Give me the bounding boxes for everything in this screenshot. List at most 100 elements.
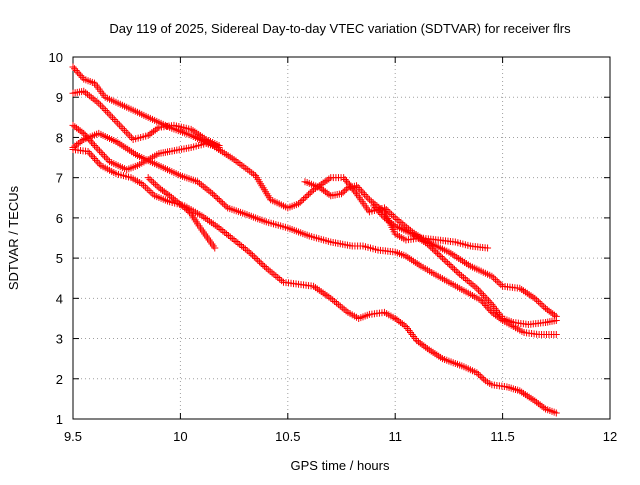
data-point <box>362 192 370 200</box>
data-point <box>84 148 92 156</box>
data-point <box>533 296 541 304</box>
data-point <box>155 184 163 192</box>
data-point <box>77 72 85 80</box>
data-point <box>146 175 154 183</box>
data-point <box>219 227 227 235</box>
data-point <box>361 191 369 199</box>
data-point <box>391 214 399 222</box>
data-point <box>78 137 86 145</box>
data-point <box>395 217 403 225</box>
data-point <box>230 236 238 244</box>
data-point <box>338 190 345 198</box>
data-point <box>379 212 387 220</box>
data-point <box>278 277 286 285</box>
data-point <box>71 123 79 131</box>
data-point <box>162 189 170 197</box>
data-point <box>486 307 494 315</box>
data-point <box>95 160 103 168</box>
data-point <box>425 242 433 250</box>
data-point <box>220 201 228 209</box>
data-point <box>533 398 541 406</box>
data-point <box>298 197 306 205</box>
data-point <box>86 149 94 157</box>
data-point <box>92 143 100 151</box>
data-point <box>143 185 151 193</box>
data-point <box>386 218 394 226</box>
data-point <box>262 264 270 272</box>
data-point <box>239 244 247 252</box>
data-point <box>497 281 505 289</box>
data-point <box>150 127 158 135</box>
data-point <box>241 245 249 253</box>
data-point <box>71 142 79 150</box>
data-point <box>245 248 253 256</box>
data-point <box>478 290 486 298</box>
data-point <box>212 193 220 201</box>
data-point <box>264 266 272 274</box>
data-point <box>95 99 103 107</box>
data-point <box>389 212 397 220</box>
series-track-g <box>301 178 492 252</box>
data-point <box>69 63 77 71</box>
data-point <box>182 205 190 213</box>
data-point <box>540 404 548 412</box>
data-point <box>215 144 223 151</box>
data-point <box>209 190 217 198</box>
y-axis-label: SDTVAR / TECUs <box>6 185 21 290</box>
chart-title: Day 119 of 2025, Sidereal Day-to-day VTE… <box>109 21 571 36</box>
data-point <box>296 198 304 206</box>
data-point <box>301 194 309 202</box>
data-point <box>547 308 555 316</box>
data-point <box>397 219 405 227</box>
y-tick-label: 1 <box>56 412 63 427</box>
data-point <box>141 183 149 191</box>
data-point <box>433 249 441 257</box>
x-tick-label: 9.5 <box>64 429 82 444</box>
data-point <box>474 286 482 294</box>
data-point <box>491 276 499 284</box>
data-point <box>374 207 382 215</box>
data-point <box>107 112 115 120</box>
data-point <box>94 158 102 166</box>
data-point <box>102 106 110 114</box>
data-point <box>89 153 97 161</box>
data-point <box>476 288 484 296</box>
data-point <box>207 188 215 196</box>
x-tick-label: 10.5 <box>275 429 300 444</box>
data-point <box>342 185 350 193</box>
data-point <box>110 116 118 124</box>
data-point <box>184 207 192 215</box>
data-point <box>480 375 488 383</box>
data-point <box>422 343 430 351</box>
data-point <box>270 270 278 278</box>
data-point <box>483 303 491 311</box>
data-point <box>74 139 82 147</box>
data-point <box>80 129 88 137</box>
data-point <box>316 184 324 192</box>
data-point <box>236 241 244 249</box>
data-point <box>71 65 79 73</box>
data-point <box>450 265 458 273</box>
data-point <box>469 281 477 289</box>
data-point <box>254 256 262 264</box>
data-point <box>249 251 257 259</box>
data-point <box>484 244 492 252</box>
data-point <box>538 402 546 410</box>
data-point <box>430 246 438 254</box>
data-point <box>473 369 481 377</box>
data-point <box>340 305 348 313</box>
data-point <box>393 215 401 223</box>
data-point <box>423 240 431 248</box>
data-point <box>318 185 326 193</box>
plot-frame <box>72 56 611 420</box>
data-point <box>398 320 406 328</box>
y-tick-label: 5 <box>56 251 63 266</box>
data-point <box>471 283 479 291</box>
data-point <box>480 291 488 299</box>
data-point <box>78 128 86 136</box>
data-point <box>465 278 473 286</box>
data-point <box>82 89 90 97</box>
data-point <box>380 214 388 222</box>
